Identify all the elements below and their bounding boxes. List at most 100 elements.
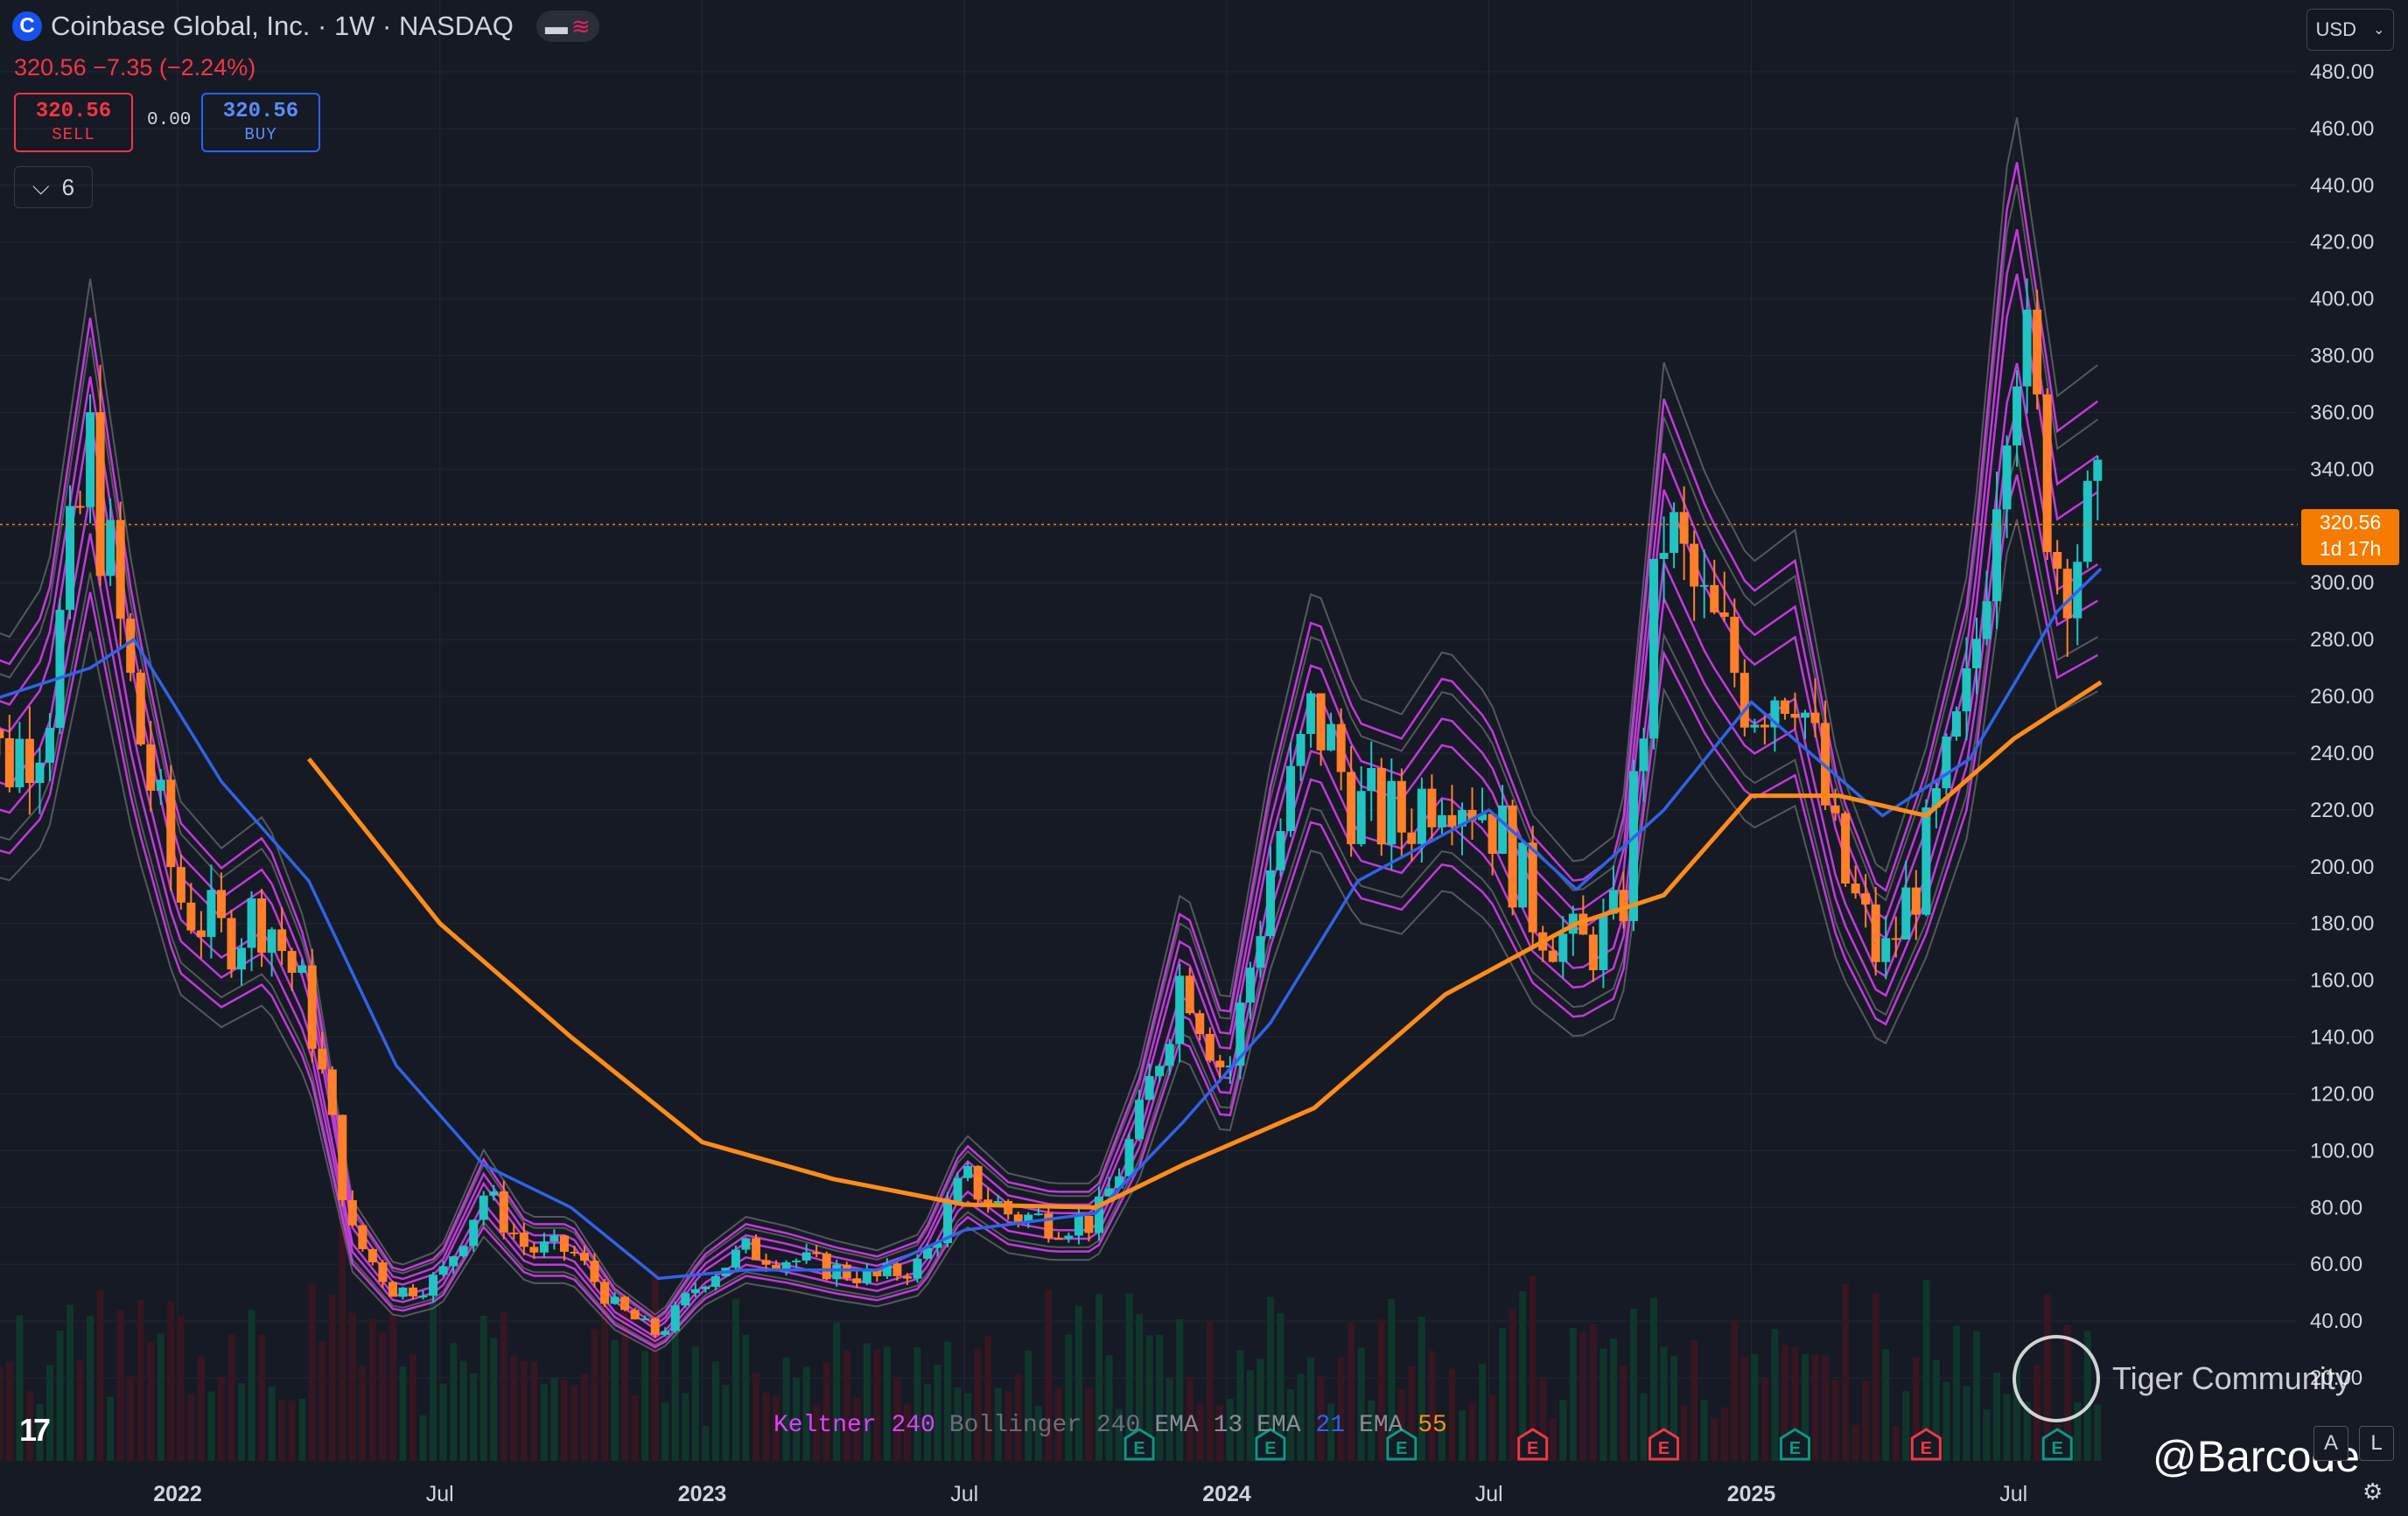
candle-body xyxy=(661,1331,670,1335)
volume-bar xyxy=(1266,1296,1274,1461)
legend-keltner[interactable]: Keltner 240 xyxy=(774,1412,935,1439)
band-line xyxy=(0,407,2098,1343)
candle-body xyxy=(620,1296,630,1310)
candle-body xyxy=(378,1262,388,1282)
candle-body xyxy=(429,1275,438,1296)
volume-bar xyxy=(570,1385,578,1461)
candle-body xyxy=(2022,309,2032,387)
legend-ema55[interactable]: EMA 55 xyxy=(1359,1412,1447,1439)
earnings-marker-icon[interactable]: E xyxy=(1648,1428,1680,1461)
price-tick-label: 240.00 xyxy=(2310,742,2374,765)
log-scale-button[interactable]: L xyxy=(2359,1426,2394,1461)
candle-body xyxy=(1770,700,1780,728)
indicators-collapse-button[interactable]: ⌵ 6 xyxy=(14,166,93,208)
candle-body xyxy=(1851,883,1860,894)
volume-bar xyxy=(722,1385,730,1461)
candle-body xyxy=(1427,788,1437,828)
price-tick-label: 180.00 xyxy=(2310,912,2374,936)
volume-bar xyxy=(268,1386,276,1461)
candle-body xyxy=(922,1247,932,1259)
indicator-legend: Keltner 240 Bollinger 240 EMA 13 EMA 21 … xyxy=(774,1412,1447,1439)
volume-bar xyxy=(782,1357,790,1461)
volume-bar xyxy=(298,1399,306,1461)
candle-body xyxy=(1558,933,1568,962)
volume-bar xyxy=(1760,1378,1768,1461)
price-tick-label: 280.00 xyxy=(2310,628,2374,652)
volume-bar xyxy=(1569,1328,1577,1461)
candle-body xyxy=(812,1252,822,1254)
volume-bar xyxy=(1448,1368,1456,1461)
volume-bar xyxy=(147,1342,155,1461)
earnings-marker-icon[interactable]: E xyxy=(1255,1428,1286,1461)
legend-ema13[interactable]: EMA 13 xyxy=(1154,1412,1242,1439)
minus-icon[interactable]: ▬ xyxy=(544,13,568,39)
auto-scale-button[interactable]: A xyxy=(2314,1426,2348,1461)
volume-bar xyxy=(883,1346,891,1461)
volume-bar xyxy=(87,1316,94,1461)
tradingview-logo-icon[interactable]: 17 xyxy=(19,1412,51,1448)
time-tick-label: 2023 xyxy=(678,1482,727,1506)
volume-bar xyxy=(450,1343,458,1461)
earnings-marker-icon[interactable]: E xyxy=(1517,1428,1549,1461)
chart-mode-toggle[interactable]: ▬ ≋ xyxy=(536,10,599,42)
candle-body xyxy=(701,1286,710,1289)
volume-bar xyxy=(1045,1289,1053,1461)
legend-bollinger-value: 240 xyxy=(1096,1412,1141,1439)
volume-bar xyxy=(1690,1339,1698,1461)
currency-select[interactable]: USD ⌄ xyxy=(2306,9,2394,51)
earnings-marker-icon[interactable]: E xyxy=(1386,1428,1418,1461)
wave-icon[interactable]: ≋ xyxy=(570,13,591,39)
earnings-marker-icon[interactable]: E xyxy=(1910,1428,1942,1461)
symbol-title[interactable]: Coinbase Global, Inc. · 1W · NASDAQ xyxy=(51,10,514,41)
volume-bar xyxy=(1600,1348,1607,1461)
volume-bar xyxy=(1317,1375,1325,1461)
volume-bar xyxy=(328,1295,336,1461)
candle-body xyxy=(2042,394,2052,552)
price-quote: 320.56 −7.35 (−2.24%) xyxy=(14,54,256,80)
sell-button[interactable]: 320.56 SELL xyxy=(14,93,133,152)
candle-body xyxy=(307,965,317,1049)
volume-bar xyxy=(1922,1280,1930,1461)
volume-bar xyxy=(1549,1418,1557,1461)
volume-bar xyxy=(136,1300,144,1461)
legend-bollinger[interactable]: Bollinger 240 xyxy=(949,1412,1140,1439)
candle-body xyxy=(1800,712,1810,718)
volume-bar xyxy=(76,1360,84,1461)
candle-body xyxy=(1690,543,1699,587)
volume-bar xyxy=(2023,1401,2031,1461)
earnings-marker-icon[interactable]: E xyxy=(1124,1428,1155,1461)
volume-bar xyxy=(1459,1410,1466,1461)
settings-gear-icon[interactable]: ⚙ xyxy=(2362,1478,2384,1505)
candle-body xyxy=(15,738,24,787)
candle-body xyxy=(146,744,156,791)
candle-body xyxy=(237,947,247,970)
buy-button[interactable]: 320.56 BUY xyxy=(201,93,320,152)
candle-body xyxy=(1699,584,1709,587)
price-tick-label: 300.00 xyxy=(2310,571,2374,595)
volume-bar xyxy=(984,1335,992,1461)
volume-bar xyxy=(348,1312,356,1461)
candle-body xyxy=(1750,724,1760,728)
candle-body xyxy=(1760,724,1769,728)
volume-bar xyxy=(1145,1335,1153,1461)
earnings-marker-icon[interactable]: E xyxy=(1779,1428,1810,1461)
volume-bar xyxy=(2074,1402,2082,1461)
candle-body xyxy=(1922,807,1931,915)
volume-bar xyxy=(651,1270,659,1461)
legend-ema21[interactable]: EMA 21 xyxy=(1256,1412,1345,1439)
price-axis[interactable]: 20.00 40.00 60.00 80.00 100.00 120.00 140.00 16… xyxy=(2310,60,2374,1390)
volume-bar xyxy=(187,1394,195,1461)
time-axis[interactable]: 2022 Jul 2023 Jul 2024 Jul 2025 Jul xyxy=(153,1482,2027,1506)
volume-bar xyxy=(1054,1387,1062,1461)
candle-body xyxy=(2062,569,2072,618)
volume-bar xyxy=(2094,1404,2102,1461)
volume-bar xyxy=(1670,1356,1678,1461)
band-line xyxy=(0,228,2099,1327)
volume-bar xyxy=(1226,1399,1234,1461)
volume-bar xyxy=(1700,1400,1708,1461)
earnings-marker-icon[interactable]: E xyxy=(2041,1428,2073,1461)
time-tick-label: Jul xyxy=(426,1482,454,1506)
volume-bar xyxy=(954,1387,962,1461)
keltner-bollinger-bands xyxy=(0,117,2099,1352)
